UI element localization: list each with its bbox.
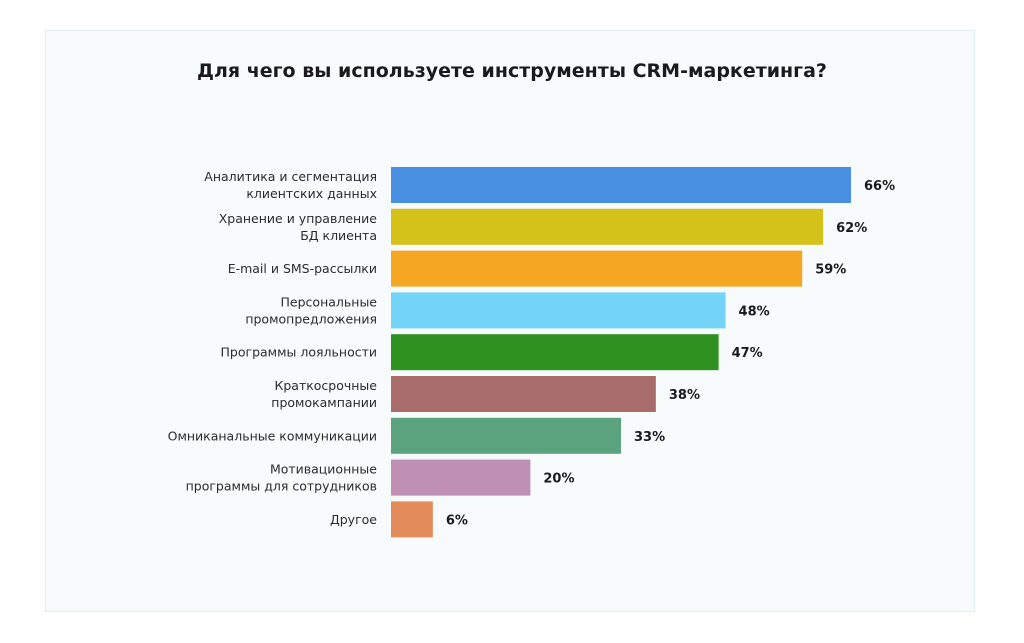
bar-value-label: 62% (836, 221, 867, 236)
bar-value-label: 38% (669, 388, 700, 403)
chart-title: Для чего вы используете инструменты CRM-… (197, 60, 827, 82)
bar (391, 208, 824, 245)
bar (391, 167, 852, 203)
category-label: Мотивационные программы для сотрудников (186, 462, 378, 494)
bar-value-label: 6% (446, 513, 468, 528)
bar (391, 250, 803, 287)
bar-value-label: 48% (739, 304, 770, 319)
category-label: Омниканальные коммуникации (168, 428, 377, 443)
bar-value-label: 59% (815, 263, 846, 278)
bar (391, 376, 656, 412)
bar (391, 501, 433, 538)
bar (391, 417, 622, 454)
category-label: Программы лояльности (221, 345, 377, 360)
bar-value-label: 66% (864, 179, 895, 194)
bar (391, 459, 531, 496)
bar (391, 334, 719, 371)
category-label: E-mail и SMS-рассылки (228, 261, 377, 276)
bar (391, 292, 726, 329)
category-label: Хранение и управление БД клиента (219, 211, 378, 243)
category-label: Краткосрочные промокампании (271, 378, 377, 410)
category-label: Другое (330, 512, 377, 527)
bar-value-label: 47% (732, 346, 763, 361)
bar-value-label: 33% (634, 430, 665, 445)
category-label: Персональные промопредложения (245, 294, 377, 326)
category-label: Аналитика и сегментация клиентских данных (204, 169, 377, 201)
bar-value-label: 20% (543, 472, 574, 487)
